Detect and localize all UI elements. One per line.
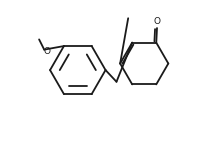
Text: O: O	[153, 17, 160, 26]
Text: O: O	[43, 47, 50, 56]
